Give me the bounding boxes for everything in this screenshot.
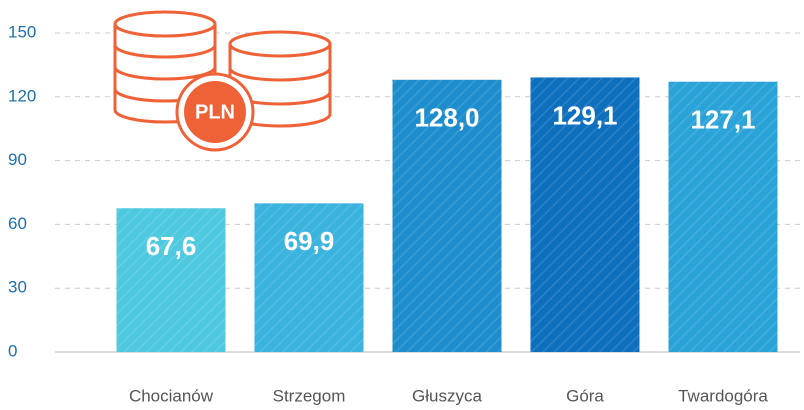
y-tick-label: 60 [8, 214, 27, 233]
value-label: 129,1 [552, 100, 617, 130]
x-tick-label: Strzegom [273, 386, 346, 405]
y-tick-label: 90 [8, 150, 27, 169]
bar-hatch [392, 79, 502, 352]
value-label: 69,9 [284, 226, 335, 256]
value-label: 127,1 [690, 105, 755, 135]
y-tick-label: 120 [8, 86, 36, 105]
x-tick-label: Twardogóra [678, 386, 768, 405]
y-tick-label: 0 [8, 341, 17, 360]
x-tick-label: Góra [566, 386, 604, 405]
icon-label: PLN [195, 101, 235, 123]
x-tick-label: Głuszyca [412, 386, 482, 405]
coin-icon: PLN [113, 10, 332, 152]
value-label: 128,0 [414, 103, 479, 133]
bar-hatch [668, 81, 778, 352]
bar-hatch [530, 77, 640, 353]
y-tick-label: 30 [8, 278, 27, 297]
bar-hatch [254, 203, 364, 352]
y-tick-label: 150 [8, 22, 36, 41]
value-label: 67,6 [146, 231, 197, 261]
bar-hatch [116, 208, 226, 352]
x-tick-label: Chocianów [129, 386, 214, 405]
